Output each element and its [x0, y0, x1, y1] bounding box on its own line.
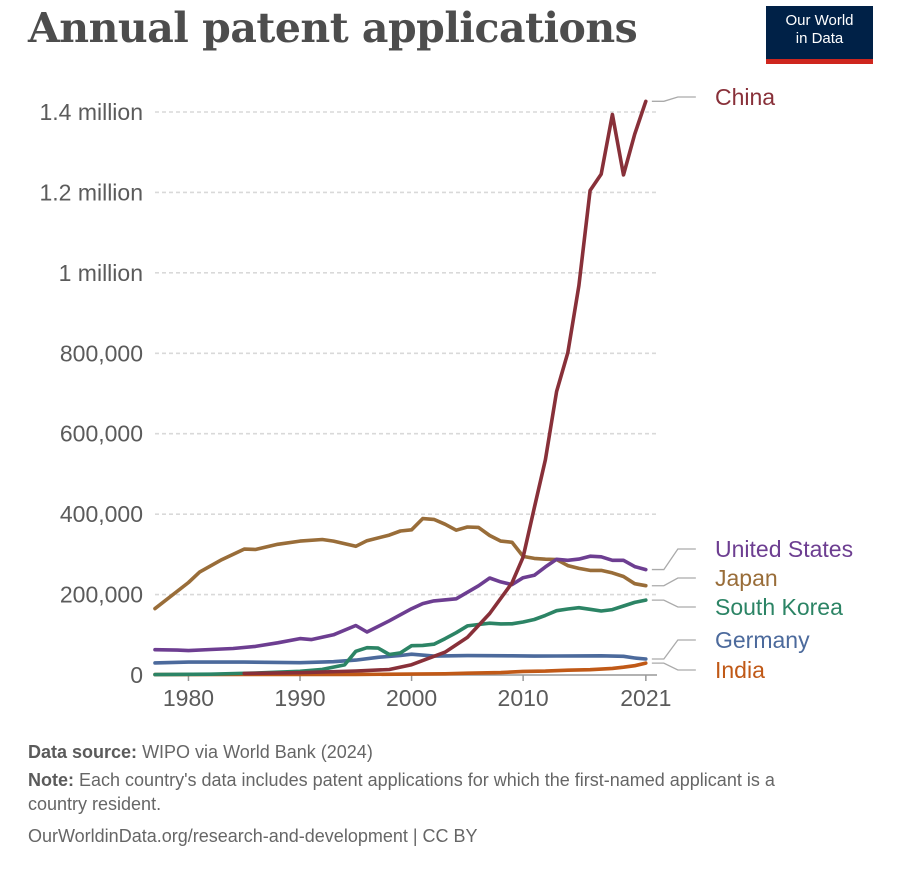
series-line-india [153, 661, 648, 677]
y-tick-label: 0 [130, 662, 143, 688]
x-tick-label: 2021 [620, 685, 671, 711]
legend-label-united-states: United States [715, 536, 853, 562]
legend-label-south-korea: South Korea [715, 594, 843, 620]
legend-label-india: India [715, 657, 765, 683]
series-line-china [242, 99, 648, 676]
y-tick-label: 1 million [59, 260, 143, 286]
legend-label-germany: Germany [715, 627, 810, 653]
legend-connector-india [651, 662, 696, 671]
license-text: | CC BY [412, 826, 478, 846]
legend-connector-china [651, 96, 696, 102]
page-title: Annual patent applications [28, 4, 638, 52]
logo-line-1: Our World [785, 12, 854, 29]
series-line-japan [153, 516, 648, 611]
y-tick-label: 200,000 [60, 582, 143, 608]
logo-line-2: in Data [795, 30, 844, 47]
footer-link: OurWorldinData.org/research-and-developm… [28, 824, 478, 848]
series-line-germany [153, 652, 648, 665]
legend-connector-united-states [651, 548, 696, 571]
x-tick-label: 2010 [498, 685, 549, 711]
legend-connector-japan [651, 577, 696, 587]
x-tick-label: 1980 [163, 685, 214, 711]
data-source: Data source: WIPO via World Bank (2024) [28, 740, 373, 764]
note-text: Each country's data includes patent appl… [28, 770, 775, 814]
note-label: Note: [28, 770, 74, 790]
y-tick-label: 600,000 [60, 421, 143, 447]
x-tick-label: 1990 [274, 685, 325, 711]
owid-logo[interactable]: Our World in Data [766, 6, 873, 64]
source-url-link[interactable]: OurWorldinData.org/research-and-developm… [28, 826, 408, 846]
y-tick-label: 400,000 [60, 501, 143, 527]
y-tick-label: 1.2 million [39, 179, 143, 205]
data-source-label: Data source: [28, 742, 138, 762]
legend-connector-germany [651, 639, 696, 660]
data-source-text: WIPO via World Bank (2024) [142, 742, 373, 762]
x-tick-label: 2000 [386, 685, 437, 711]
legend-label-japan: Japan [715, 565, 778, 591]
line-chart: 0 200,000 400,000 600,000 800,000 1 million 1.… [39, 84, 853, 711]
legend-connector-south-korea [651, 599, 696, 608]
series-line-south-korea [153, 598, 648, 677]
y-tick-label: 1.4 million [39, 99, 143, 125]
chart-note: Note: Each country's data includes paten… [28, 768, 828, 816]
y-tick-label: 800,000 [60, 340, 143, 366]
series-line-united-states [153, 554, 648, 653]
legend-label-china: China [715, 84, 775, 110]
